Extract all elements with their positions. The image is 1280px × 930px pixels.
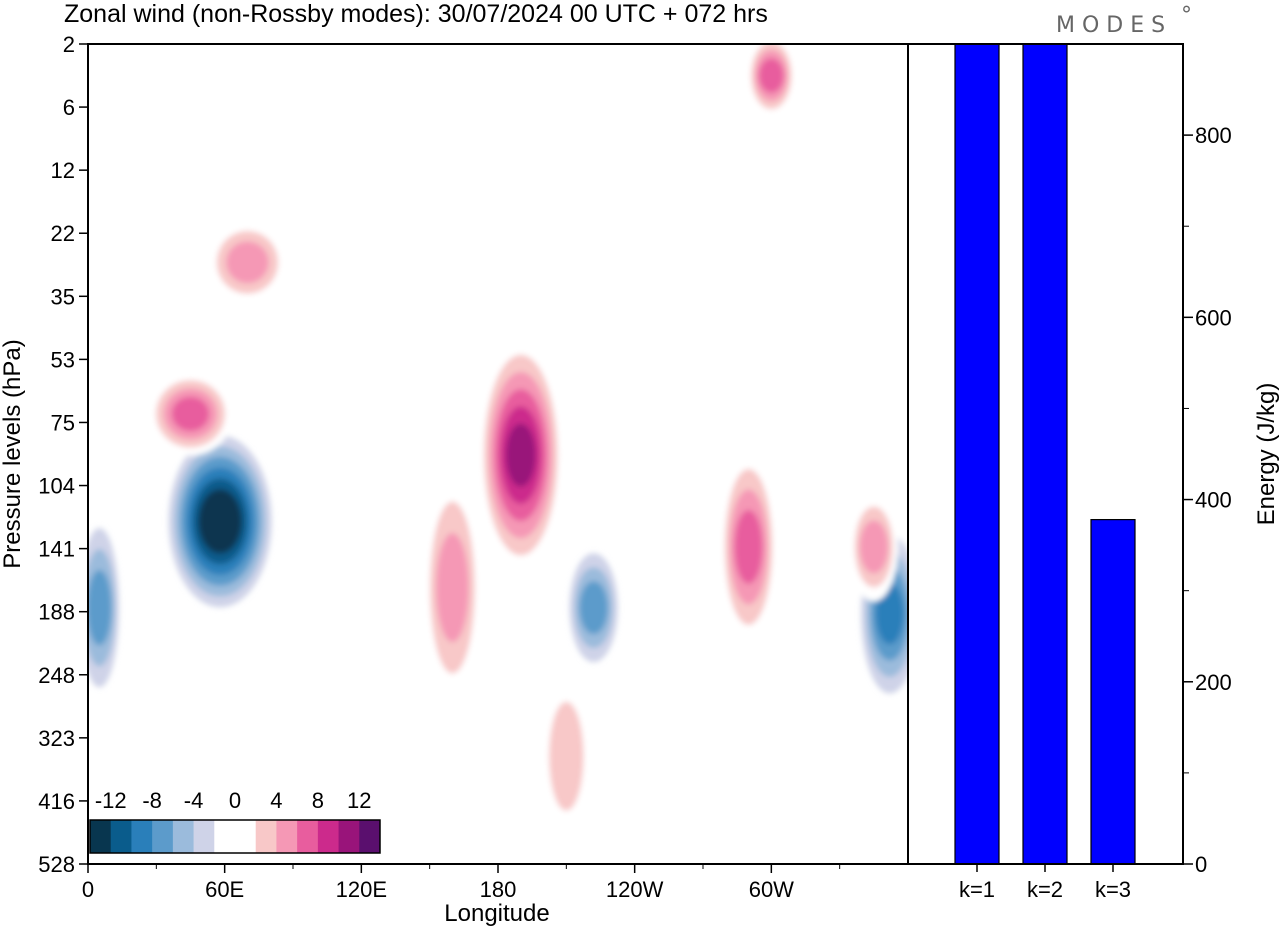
y-tick-label: 12 <box>51 158 75 183</box>
colorbar-tick-label: 0 <box>229 788 241 813</box>
contour-band <box>88 570 112 646</box>
colorbar-tick-label: 12 <box>347 788 371 813</box>
wind-feature <box>148 372 233 456</box>
energy-tick-label: 400 <box>1195 488 1232 513</box>
contour-band <box>875 583 904 645</box>
energy-tick-label: 200 <box>1195 670 1232 695</box>
colorbar-swatch <box>235 820 257 853</box>
colorbar-swatch <box>338 820 360 853</box>
colorbar-swatch <box>317 820 340 853</box>
y-axis-ticks: 2 6 12 22 35 53 75 104 141 188 248 323 416 528 <box>38 32 88 877</box>
y-tick-label: 323 <box>38 726 75 751</box>
x-tick-label: 0 <box>82 877 94 902</box>
y-axis-label: Pressure levels (hPa) <box>0 339 26 568</box>
energy-bar <box>1090 518 1136 864</box>
y-tick-label: 416 <box>38 789 75 814</box>
y-tick-label: 141 <box>38 537 75 562</box>
y-tick-label: 248 <box>38 663 75 688</box>
contour-band <box>549 701 584 811</box>
x-tick-label: 180 <box>480 877 517 902</box>
colorbar-frame <box>89 819 381 854</box>
bar-category-label: k=2 <box>1027 877 1063 902</box>
wind-feature <box>423 469 482 706</box>
y-tick-label: 2 <box>63 32 75 57</box>
y-tick-label: 6 <box>63 95 75 120</box>
energy-bar <box>954 44 1000 864</box>
energy-tick-label: 0 <box>1195 852 1207 877</box>
chart-title: Zonal wind (non-Rossby modes): 30/07/202… <box>64 0 768 28</box>
x-tick-label: 60E <box>205 877 244 902</box>
bar-category-labels: k=1 k=2 k=3 <box>959 864 1131 902</box>
energy-bar-panel: k=1 k=2 k=3 0 200 400 600 800 Energy (J/kg) <box>907 43 1280 902</box>
y-tick-label: 35 <box>51 284 75 309</box>
colorbar-swatch <box>359 820 381 853</box>
zonal-wind-field <box>88 44 908 843</box>
wind-feature <box>168 435 272 608</box>
y-tick-label: 53 <box>51 347 75 372</box>
colorbar-swatch <box>276 820 298 853</box>
wind-feature <box>88 527 120 688</box>
colorbar-swatch <box>90 820 112 853</box>
colorbar-swatch <box>131 820 153 853</box>
y-tick-label: 75 <box>51 410 75 435</box>
contour-band <box>226 241 269 284</box>
colorbar-swatch <box>152 820 174 853</box>
colorbar-swatch <box>297 820 319 853</box>
wind-feature <box>719 448 778 646</box>
colorbar: -12 -8 -4 0 4 8 12 <box>88 786 386 858</box>
y-tick-label: 22 <box>51 221 75 246</box>
y-tick-label: 104 <box>38 474 75 499</box>
wind-feature <box>542 670 591 843</box>
energy-tick-label: 600 <box>1195 305 1232 330</box>
wind-feature <box>569 553 618 663</box>
energy-bars <box>954 44 1136 864</box>
wind-feature <box>207 220 288 305</box>
x-tick-label: 120W <box>606 877 664 902</box>
bar-category-label: k=3 <box>1095 877 1131 902</box>
contour-band <box>734 510 763 584</box>
contour-band <box>859 520 888 574</box>
x-tick-label: 120E <box>336 877 387 902</box>
wind-feature <box>849 492 899 602</box>
contour-band <box>171 396 210 432</box>
energy-axis-label: Energy (J/kg) <box>1253 383 1280 526</box>
modes-logo: MODES <box>1056 13 1172 38</box>
contour-band <box>436 533 469 642</box>
colorbar-tick-label: -8 <box>142 788 162 813</box>
colorbar-tick-label: -4 <box>184 788 204 813</box>
colorbar-swatch <box>193 820 215 853</box>
energy-tick-label: 800 <box>1195 123 1232 148</box>
energy-bar <box>1022 44 1068 864</box>
x-axis-label: Longitude <box>444 900 549 927</box>
contour-band <box>758 58 784 93</box>
heatmap-panel: -12 -8 -4 0 4 8 12 0 60E 120E 180 120W 60W 2 6 12 22 35… <box>0 32 909 927</box>
energy-axis-ticks: 0 200 400 600 800 <box>1183 123 1232 877</box>
contour-band <box>505 423 536 487</box>
colorbar-tick-label: 8 <box>312 788 324 813</box>
colorbar-swatch <box>110 820 132 853</box>
y-tick-label: 188 <box>38 600 75 625</box>
contour-band <box>579 581 608 635</box>
wind-feature <box>478 337 564 573</box>
contour-band <box>204 500 236 543</box>
y-tick-label: 528 <box>38 852 75 877</box>
colorbar-swatch <box>214 820 236 853</box>
colorbar-swatch <box>255 820 277 853</box>
x-axis-ticks: 0 60E 120E 180 120W 60W <box>82 864 841 902</box>
wind-feature <box>747 44 796 118</box>
modes-logo-mark: ° <box>1181 3 1199 28</box>
colorbar-tick-label: 4 <box>270 788 282 813</box>
colorbar-tick-label: -12 <box>95 788 127 813</box>
colorbar-swatch <box>172 820 195 853</box>
x-tick-label: 60W <box>749 877 794 902</box>
bar-category-label: k=1 <box>959 877 995 902</box>
